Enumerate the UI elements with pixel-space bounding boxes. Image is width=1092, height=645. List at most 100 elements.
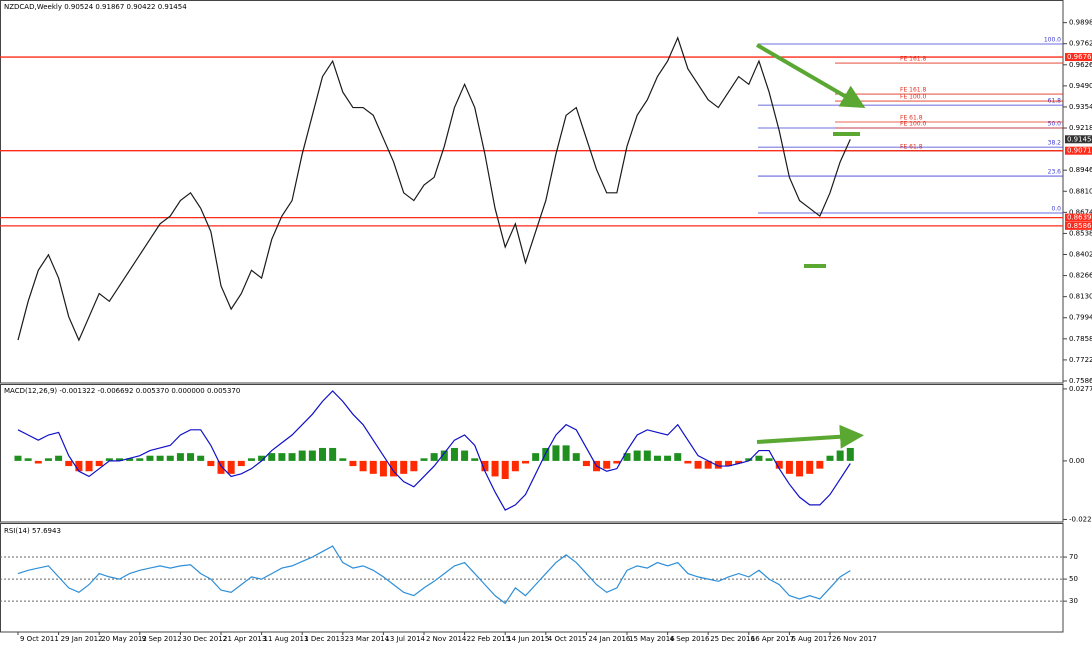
histogram-bar [653, 455, 661, 461]
histogram-bar [278, 453, 286, 461]
histogram-bar [613, 460, 621, 464]
histogram-bar [725, 460, 732, 467]
trend-arrow [755, 43, 866, 109]
histogram-bar [247, 458, 255, 461]
histogram-bar [359, 460, 367, 472]
y-tick-label: 0.027799 [1069, 385, 1092, 393]
histogram-bar [694, 460, 702, 469]
histogram-bar [491, 460, 499, 477]
histogram-bar [704, 460, 712, 469]
histogram-bar [572, 453, 580, 461]
series-line [17, 545, 851, 605]
histogram-bar [268, 453, 276, 461]
histogram-bar [55, 455, 63, 461]
series-line [17, 36, 851, 342]
histogram-bar [258, 455, 266, 461]
histogram-bar [582, 460, 590, 467]
fib-line-label: 23.6 [1048, 169, 1062, 176]
histogram-bar [735, 460, 743, 464]
fe-line-label: FE 100.0 [900, 121, 927, 128]
x-tick-label: 22 Feb 2015 [467, 635, 511, 643]
histogram-bar [116, 458, 123, 461]
histogram-bar [329, 447, 337, 461]
histogram-bar [532, 453, 540, 461]
panel-title: MACD(12,26,9) -0.001322 -0.006692 0.0053… [4, 387, 240, 395]
divergence-arrow [756, 424, 864, 449]
histogram-bar [339, 458, 347, 461]
histogram-bar [126, 458, 134, 461]
x-tick-label: 2 Nov 2014 [426, 635, 467, 643]
histogram-bar [105, 458, 113, 461]
histogram-bar [430, 453, 438, 461]
histogram-bar [227, 460, 235, 474]
level-box [1065, 221, 1092, 230]
histogram-bar [511, 460, 519, 472]
last-price-label: 0.91454 [1067, 135, 1092, 143]
x-tick-label: 25 Dec 2016 [710, 635, 755, 643]
histogram-bar [207, 460, 215, 467]
histogram-bar [187, 453, 195, 461]
fe-line-label: FE 161.8 [900, 56, 927, 63]
histogram-bar [237, 460, 245, 467]
fib-line-label: 50.0 [1048, 121, 1062, 128]
histogram-bar [308, 450, 316, 461]
y-tick-label: -0.022613 [1069, 515, 1092, 523]
level-label: 0.85868 [1067, 222, 1092, 230]
x-tick-label: 16 Apr 2017 [751, 635, 794, 643]
histogram-bar [552, 445, 560, 461]
x-tick-label: 1 Dec 2013 [304, 635, 344, 643]
x-tick-label: 4 Sep 2016 [670, 635, 710, 643]
histogram-bar [522, 460, 529, 464]
histogram-bar [806, 460, 814, 474]
histogram-bar [95, 460, 103, 467]
histogram-bar [217, 460, 225, 474]
x-tick-label: 6 Aug 2017 [791, 635, 831, 643]
level-box [1065, 53, 1092, 62]
fib-line-label: 100.0 [1044, 37, 1061, 44]
histogram-bar [562, 445, 570, 461]
x-tick-label: 9 Oct 2011 [20, 635, 59, 643]
histogram-bar [765, 458, 773, 461]
x-tick-label: 23 Mar 2014 [345, 635, 390, 643]
x-tick-label: 14 Jun 2015 [507, 635, 549, 643]
fe-line-label: FE 61.8 [900, 143, 923, 150]
fib-line-label: 0.0 [1051, 205, 1061, 212]
histogram-bar [410, 460, 418, 472]
x-tick-label: 26 Nov 2017 [832, 635, 877, 643]
y-tick-label: 30 [1069, 597, 1078, 605]
x-tick-label: 4 Oct 2015 [548, 635, 587, 643]
histogram-bar [603, 460, 611, 469]
histogram-bar [197, 455, 205, 461]
histogram-bar [14, 455, 22, 461]
y-tick-label: 50 [1069, 575, 1078, 583]
histogram-bar [826, 455, 834, 461]
histogram-bar [664, 455, 672, 461]
level-box [1065, 213, 1092, 222]
histogram-bar [846, 447, 854, 461]
histogram-bar [796, 460, 804, 477]
histogram-bar [471, 458, 479, 461]
level-box [1065, 146, 1092, 155]
y-tick-label: 0.00 [1069, 457, 1085, 465]
histogram-bar [176, 453, 184, 461]
x-tick-label: 24 Jan 2016 [588, 635, 631, 643]
x-tick-label: 20 May 2012 [101, 635, 147, 643]
level-label: 0.86399 [1067, 214, 1092, 222]
histogram-bar [65, 460, 73, 467]
x-tick-label: 11 Aug 2013 [264, 635, 309, 643]
histogram-bar [136, 458, 144, 461]
fe-line-label: FE 61.8 [900, 114, 923, 121]
histogram-bar [349, 460, 357, 467]
